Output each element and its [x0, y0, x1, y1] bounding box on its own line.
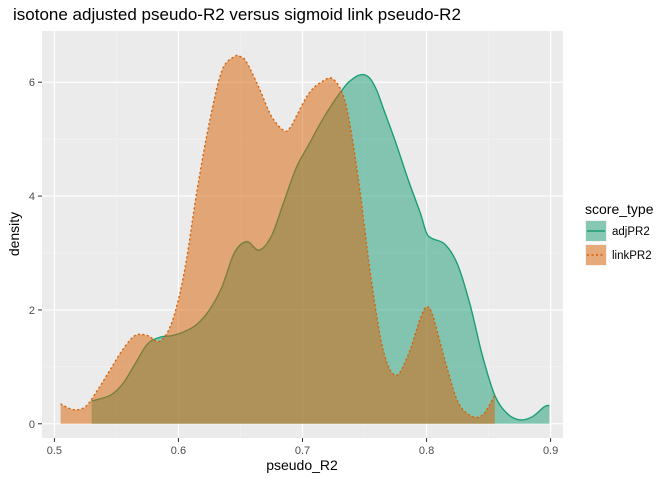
series-layer [60, 54, 550, 424]
y-axis: 0 2 4 6 [29, 77, 42, 431]
legend-label-linkPR2: linkPR2 [612, 250, 652, 262]
x-axis-title: pseudo_R2 [266, 457, 338, 473]
x-tick-label: 0.9 [543, 445, 558, 457]
legend-title: score_type [585, 201, 654, 217]
x-tick-label: 0.6 [171, 445, 186, 457]
y-axis-title: density [6, 212, 22, 256]
legend-items: adjPR2 linkPR2 [585, 220, 652, 266]
x-axis: 0.5 0.6 0.7 0.8 0.9 [47, 438, 558, 457]
y-tick-label: 6 [29, 77, 35, 89]
x-tick-label: 0.7 [295, 445, 310, 457]
chart-title: isotone adjusted pseudo-R2 versus sigmoi… [13, 5, 461, 24]
y-tick-label: 2 [29, 305, 35, 317]
x-tick-label: 0.8 [419, 445, 434, 457]
legend-label-adjPR2: adjPR2 [612, 226, 650, 238]
x-tick-label: 0.5 [47, 445, 62, 457]
legend: score_type adjPR2 linkPR2 [585, 201, 654, 266]
y-tick-label: 0 [29, 419, 35, 431]
y-tick-label: 4 [29, 191, 35, 203]
line-linkPR2 [60, 54, 496, 419]
area-linkPR2 [60, 55, 495, 424]
